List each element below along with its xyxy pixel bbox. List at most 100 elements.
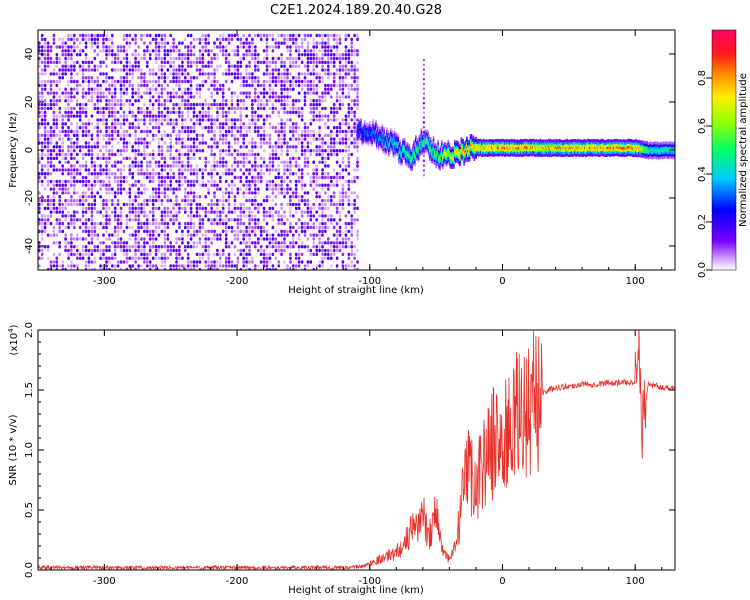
spectrogram-cell [157, 187, 161, 191]
spectrogram-cell [221, 248, 225, 253]
spectrogram-cell [321, 206, 324, 210]
spectrogram-cell [274, 106, 278, 111]
spectrogram-cell [286, 168, 289, 172]
spectrogram-cell [356, 168, 359, 172]
spectrogram-cell [78, 164, 82, 168]
spectrogram-cell [143, 175, 146, 180]
spectrogram-signal-cell [407, 148, 410, 152]
spectrogram-cell [274, 83, 278, 88]
spectrogram-cell [251, 145, 254, 149]
spectrogram-signal-cell [437, 154, 439, 157]
spectrogram-cell [221, 137, 225, 141]
spectrogram-cell [90, 248, 94, 253]
spectrogram-signal-cell [356, 138, 359, 141]
spectrogram-cell [125, 114, 129, 118]
spectrogram-cell [344, 114, 348, 118]
spectrogram-cell [303, 149, 307, 153]
spectrogram-signal-cell [361, 125, 363, 129]
spectrogram-signal-cell [414, 151, 416, 154]
spectrogram-cell [274, 56, 278, 61]
spectrogram-signal-cell [377, 145, 380, 149]
spectrogram-cell [201, 172, 205, 176]
spectrogram-cell [201, 110, 205, 114]
spectrogram-cell [172, 214, 175, 218]
spectrogram-signal-cell [405, 163, 408, 166]
spectrogram-cell [257, 225, 260, 230]
spectrogram-cell [271, 160, 275, 164]
spectrogram-cell [189, 198, 193, 203]
spectrogram-cell [236, 229, 240, 233]
spectrogram-cell [157, 221, 161, 226]
spectrogram-cell [210, 122, 213, 126]
spectrogram-cell [134, 191, 137, 195]
spectrogram-cell [259, 60, 263, 64]
spectrogram-signal-cell [415, 147, 417, 150]
spectrogram-cell [184, 198, 187, 203]
spectrogram-signal-cell [425, 142, 427, 146]
spectrogram-cell [195, 172, 199, 176]
spectrogram-signal-cell [417, 142, 420, 146]
spectrogram-cell [61, 221, 64, 226]
spectrogram-cell [306, 53, 310, 57]
spectrogram-cell [330, 49, 333, 53]
spectrogram-cell [134, 198, 137, 203]
spectrogram-cell [108, 248, 111, 253]
spectrogram-cell [309, 175, 313, 180]
spectrogram-cell [128, 45, 132, 49]
spectrogram-cell [347, 245, 351, 249]
spectrogram-signal-cell [394, 139, 397, 143]
spectrogram-cell [52, 60, 56, 64]
spectrogram-cell [213, 160, 216, 164]
spectrogram-cell [169, 245, 172, 249]
spectrogram-signal-cell [373, 138, 375, 141]
spectrogram-cell [286, 175, 289, 180]
spectrogram-cell [105, 99, 108, 103]
spectrogram-cell [292, 99, 295, 103]
spectrogram-cell [105, 260, 108, 264]
spectrogram-cell [76, 245, 79, 249]
spectrogram-cell [38, 60, 41, 64]
spectrogram-cell [76, 60, 79, 64]
spectrogram-cell [327, 56, 330, 61]
spectrogram-cell [64, 156, 67, 160]
spectrogram-cell [76, 191, 79, 195]
spectrogram-cell [271, 110, 275, 114]
spectrogram-cell [73, 164, 76, 168]
spectrogram-cell [55, 53, 59, 57]
spectrogram-cell [335, 202, 339, 207]
spectrogram-cell [84, 33, 88, 38]
spectrogram-cell [335, 248, 339, 253]
spectrogram-cell [70, 106, 73, 111]
spectrogram-cell [143, 229, 146, 233]
spectrogram-signal-cell [409, 155, 412, 158]
spectrogram-cell [230, 229, 234, 233]
spectrogram-cell [99, 91, 102, 95]
spectrogram-signal-cell [395, 131, 398, 135]
spectrogram-cell [347, 198, 351, 203]
spectrogram-cell [289, 83, 292, 88]
spectrogram-signal-cell [373, 126, 375, 129]
spectrogram-cell [146, 229, 149, 233]
spectrogram-cell [303, 72, 307, 76]
spectrogram-cell [151, 149, 155, 153]
spectrogram-cell [227, 106, 231, 111]
spectrogram-cell [277, 260, 280, 264]
spectrogram-signal-cell [427, 142, 429, 146]
spectrogram-cell [186, 179, 190, 184]
spectrogram-signal-cell [402, 143, 404, 146]
spectrogram-cell [125, 37, 129, 41]
spectrogram-signal-cell [400, 148, 402, 152]
spectrogram-cell [242, 233, 245, 237]
spectrogram-signal-cell [433, 162, 436, 165]
spectrogram-cell [306, 245, 310, 249]
spectrogram-cell [55, 183, 59, 187]
spectrogram-cell [286, 76, 289, 80]
spectrogram-cell [303, 156, 307, 160]
spectrogram-cell [265, 195, 269, 199]
spectrogram-cell [146, 233, 149, 237]
spectrogram-cell [175, 110, 178, 114]
spectrogram-cell [335, 95, 339, 99]
spectrogram-signal-cell [436, 148, 438, 152]
spectrogram-cell [303, 210, 307, 214]
spectrogram-cell [224, 37, 228, 41]
